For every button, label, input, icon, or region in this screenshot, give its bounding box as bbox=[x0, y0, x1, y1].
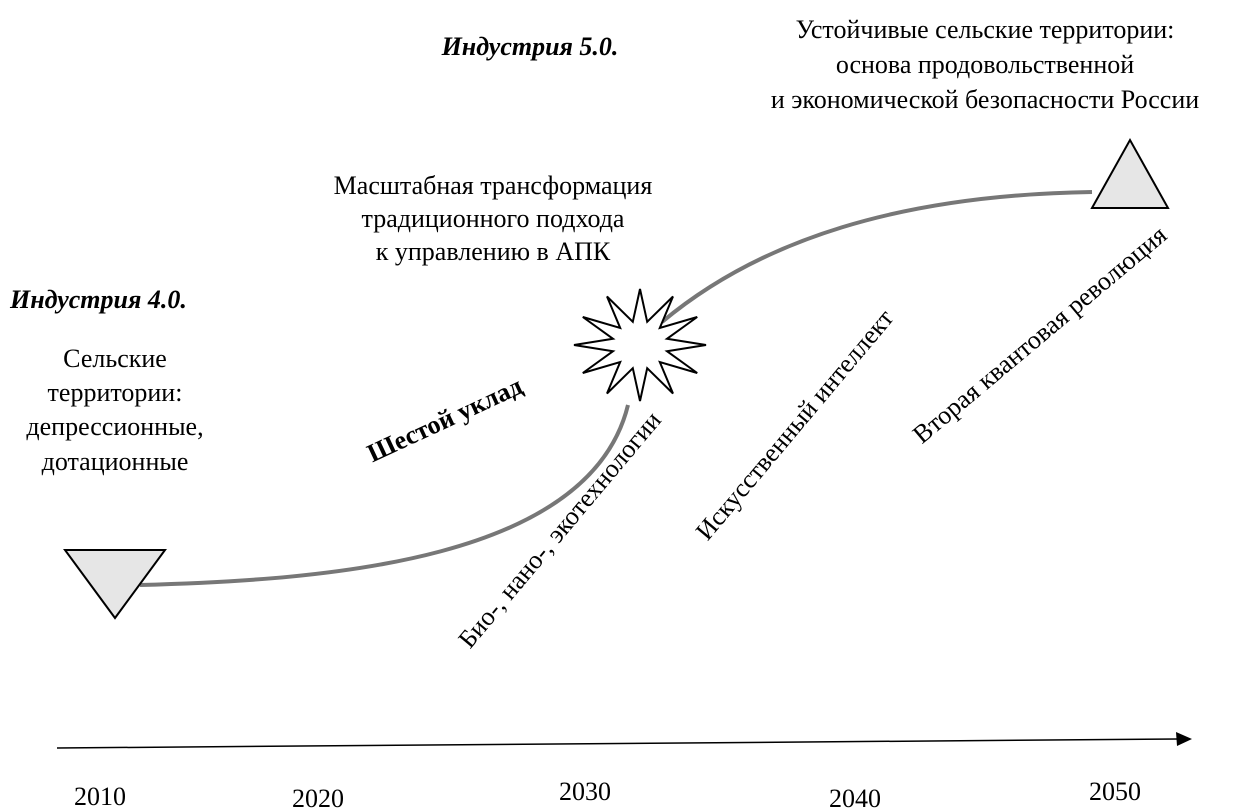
goal-triangle bbox=[1090, 137, 1170, 209]
goal-line: основа продовольственной bbox=[836, 50, 1134, 79]
technology-label: Искусственный интеллект bbox=[690, 304, 899, 546]
star-burst bbox=[573, 288, 707, 402]
transformation-line: к управлению в АПК bbox=[376, 237, 611, 266]
year-label: 2050 bbox=[1089, 777, 1141, 806]
industry4-label: Индустрия 4.0. bbox=[9, 285, 187, 314]
timeline-axis bbox=[56, 738, 1179, 749]
year-label: 2030 bbox=[559, 777, 611, 806]
start-line: территории: bbox=[48, 378, 183, 407]
start-line: Сельские bbox=[63, 344, 167, 373]
start-line: депрессионные, bbox=[26, 412, 203, 441]
goal-line: Устойчивые сельские территории: bbox=[796, 15, 1175, 44]
technology-label: Вторая квантовая революция bbox=[907, 220, 1172, 449]
technology-label: Био-, нано-, экотехнологии bbox=[452, 406, 667, 654]
year-label: 2020 bbox=[292, 784, 344, 810]
industry5-label: Индустрия 5.0. bbox=[441, 32, 619, 61]
start-line: дотационные bbox=[42, 447, 189, 476]
curve-lower bbox=[139, 404, 630, 587]
transformation-line: традиционного подхода bbox=[362, 204, 625, 233]
year-label: 2040 bbox=[829, 784, 881, 810]
goal-line: и экономической безопасности России bbox=[771, 85, 1199, 114]
start-triangle bbox=[63, 549, 167, 620]
transformation-line: Масштабная трансформация bbox=[334, 171, 653, 200]
timeline-arrow bbox=[1176, 732, 1192, 746]
sixth-order-label: Шестой уклад bbox=[363, 371, 527, 468]
year-label: 2010 bbox=[74, 782, 126, 810]
curve-upper bbox=[660, 190, 1093, 324]
